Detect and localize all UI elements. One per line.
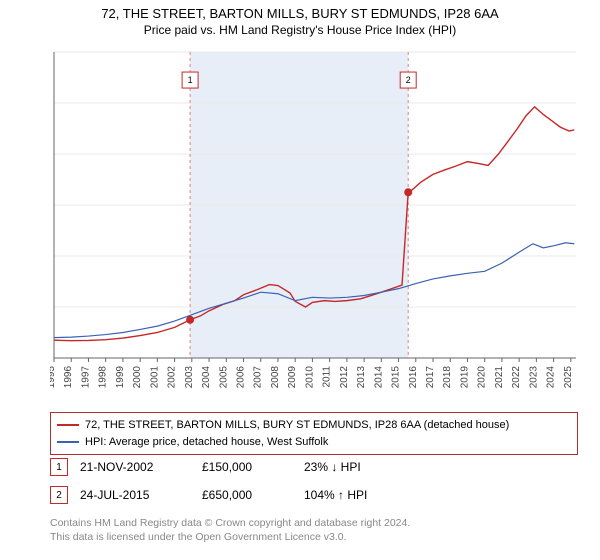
legend-row-hpi: HPI: Average price, detached house, West… [57, 434, 571, 451]
transaction-badge-1: 1 [50, 458, 68, 476]
transaction-pct-1: 23% ↓ HPI [304, 460, 424, 474]
transactions: 1 21-NOV-2002 £150,000 23% ↓ HPI 2 24-JU… [50, 458, 578, 514]
svg-text:2023: 2023 [528, 366, 539, 389]
transaction-date-2: 24-JUL-2015 [80, 488, 190, 502]
transaction-row-1: 1 21-NOV-2002 £150,000 23% ↓ HPI [50, 458, 578, 476]
title-block: 72, THE STREET, BARTON MILLS, BURY ST ED… [0, 0, 600, 37]
svg-text:2004: 2004 [201, 366, 212, 389]
svg-text:2018: 2018 [442, 366, 453, 389]
legend-swatch-property [57, 424, 79, 426]
svg-text:2019: 2019 [459, 366, 470, 389]
svg-text:2024: 2024 [546, 366, 557, 389]
svg-text:2010: 2010 [304, 366, 315, 389]
chart-container: 72, THE STREET, BARTON MILLS, BURY ST ED… [0, 0, 600, 560]
legend-box: 72, THE STREET, BARTON MILLS, BURY ST ED… [50, 412, 578, 455]
svg-text:2020: 2020 [477, 366, 488, 389]
transaction-pct-2: 104% ↑ HPI [304, 488, 424, 502]
svg-text:2014: 2014 [373, 366, 384, 389]
svg-text:1997: 1997 [80, 366, 91, 389]
svg-text:2016: 2016 [408, 366, 419, 389]
footer-line2: This data is licensed under the Open Gov… [50, 530, 578, 544]
svg-text:2025: 2025 [563, 366, 574, 389]
legend-label-property: 72, THE STREET, BARTON MILLS, BURY ST ED… [85, 417, 509, 434]
svg-text:2021: 2021 [494, 366, 505, 389]
svg-text:1996: 1996 [63, 366, 74, 389]
transaction-price-2: £650,000 [202, 488, 292, 502]
transaction-date-1: 21-NOV-2002 [80, 460, 190, 474]
svg-text:2015: 2015 [391, 366, 402, 389]
legend-swatch-hpi [57, 441, 79, 443]
svg-text:1999: 1999 [115, 366, 126, 389]
transaction-badge-2-text: 2 [56, 490, 62, 501]
svg-text:2012: 2012 [339, 366, 350, 389]
transaction-badge-1-text: 1 [56, 462, 62, 473]
svg-text:2007: 2007 [253, 366, 264, 389]
svg-text:2022: 2022 [511, 366, 522, 389]
svg-text:2000: 2000 [132, 366, 143, 389]
svg-text:1995: 1995 [50, 366, 57, 389]
svg-text:2017: 2017 [425, 366, 436, 389]
legend-label-hpi: HPI: Average price, detached house, West… [85, 434, 328, 451]
legend-row-property: 72, THE STREET, BARTON MILLS, BURY ST ED… [57, 417, 571, 434]
svg-text:2005: 2005 [218, 366, 229, 389]
svg-text:2002: 2002 [167, 366, 178, 389]
svg-text:2: 2 [406, 75, 411, 85]
svg-text:2011: 2011 [322, 366, 333, 388]
transaction-price-1: £150,000 [202, 460, 292, 474]
transaction-row-2: 2 24-JUL-2015 £650,000 104% ↑ HPI [50, 486, 578, 504]
chart-svg: £0£200K£400K£600K£800K£1M£1.2M1995199619… [50, 48, 580, 400]
svg-text:2008: 2008 [270, 366, 281, 389]
footer-line1: Contains HM Land Registry data © Crown c… [50, 516, 578, 530]
title-line2: Price paid vs. HM Land Registry's House … [0, 23, 600, 37]
footer: Contains HM Land Registry data © Crown c… [50, 516, 578, 544]
transaction-badge-2: 2 [50, 486, 68, 504]
svg-text:2013: 2013 [356, 366, 367, 389]
svg-text:2009: 2009 [287, 366, 298, 389]
svg-text:1: 1 [188, 75, 193, 85]
svg-text:2006: 2006 [236, 366, 247, 389]
title-line1: 72, THE STREET, BARTON MILLS, BURY ST ED… [0, 6, 600, 21]
chart-area: £0£200K£400K£600K£800K£1M£1.2M1995199619… [50, 48, 580, 400]
svg-text:1998: 1998 [98, 366, 109, 389]
svg-text:2003: 2003 [184, 366, 195, 389]
svg-text:2001: 2001 [149, 366, 160, 389]
